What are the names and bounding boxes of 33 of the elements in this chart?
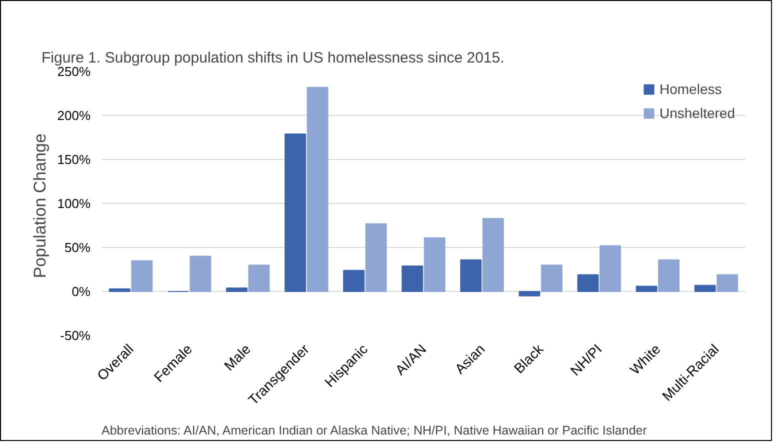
y-tick-label: 150% [57,152,91,167]
bar [540,264,562,292]
chart-title: Figure 1. Subgroup population shifts in US homelessness since 2015. [42,50,504,66]
bar [402,265,424,292]
bar [577,274,599,292]
bar [248,264,270,292]
bar [694,284,716,292]
y-tick-label: 50% [64,240,91,255]
bar [131,260,153,292]
bar [306,86,328,292]
bar [284,133,306,292]
y-tick-label: -50% [60,328,91,343]
bar [365,223,387,292]
bar [108,288,130,292]
bar [482,218,504,292]
legend-label: Homeless [660,81,722,97]
bar [636,286,658,292]
text: Abbreviations: AI/AN, American Indian or Alaska Native; NH/PI, Native Hawaiian or Pacific Islander [102,424,647,438]
y-tick-label: 250% [57,64,91,79]
bar [424,237,446,292]
bar [226,287,248,292]
y-axis-title: Population Change [30,134,50,278]
bar [343,270,365,292]
bar [600,245,621,292]
y-tick-label: 100% [57,196,91,211]
y-tick-label: 0% [72,284,91,299]
bar [460,259,482,292]
bar [658,259,680,292]
y-tick-label: 200% [57,108,91,123]
legend-label: Unsheltered [660,105,735,121]
bar [518,291,540,296]
bar [190,256,212,292]
bar [716,274,738,292]
